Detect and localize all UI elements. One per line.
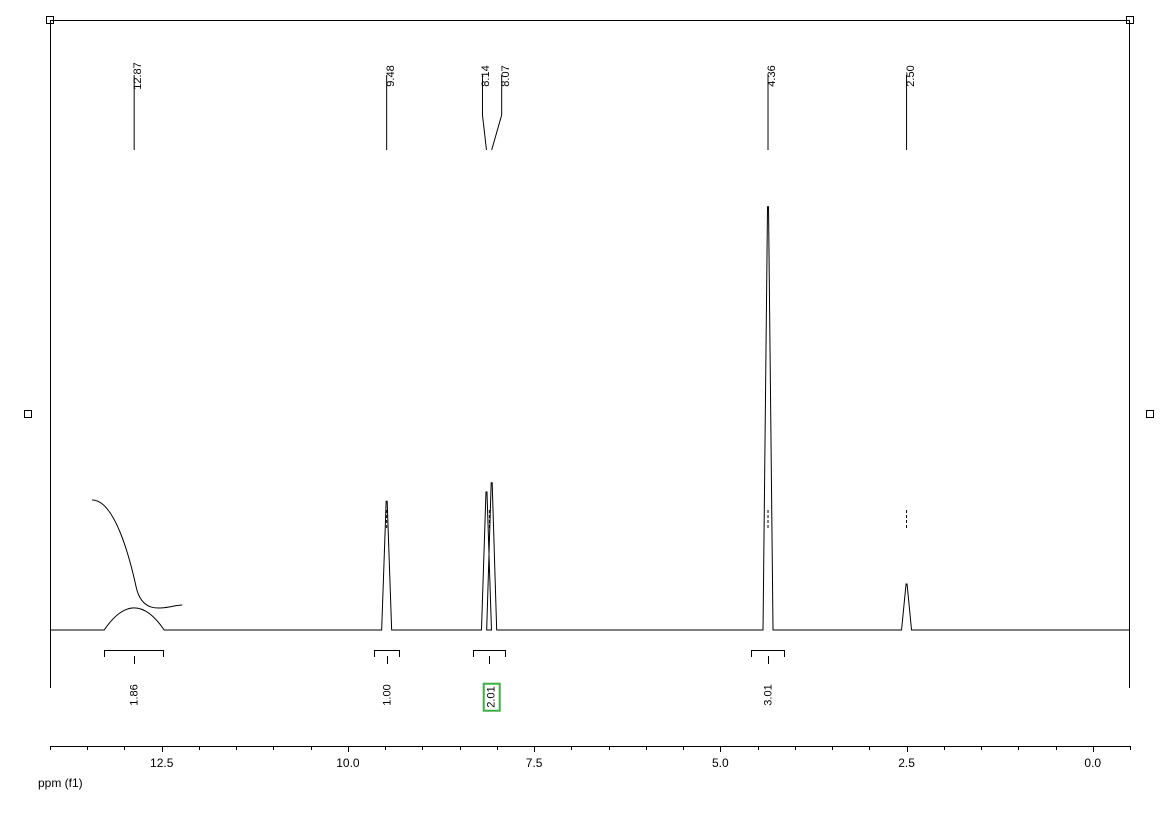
tick-label: 5.0 bbox=[712, 756, 729, 770]
tick-label: 0.0 bbox=[1084, 756, 1101, 770]
axis-title: ppm (f1) bbox=[38, 776, 83, 790]
handle-mid-left[interactable] bbox=[24, 410, 32, 418]
tick-label: 7.5 bbox=[526, 756, 543, 770]
plot-frame bbox=[50, 20, 1130, 688]
tick-label: 12.5 bbox=[150, 756, 173, 770]
tick-label: 10.0 bbox=[336, 756, 359, 770]
minor-tick bbox=[1130, 746, 1131, 750]
nmr-chart: 0.02.55.07.510.012.5ppm (f1)12.879.488.1… bbox=[30, 10, 1140, 790]
tick-label: 2.5 bbox=[898, 756, 915, 770]
handle-mid-right[interactable] bbox=[1146, 410, 1154, 418]
